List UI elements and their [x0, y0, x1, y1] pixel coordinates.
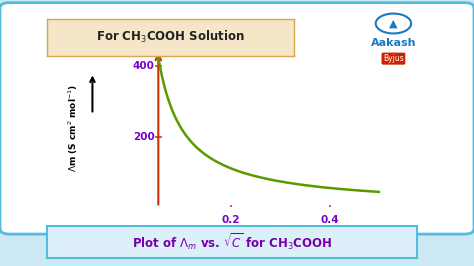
Text: 0.4: 0.4 [320, 215, 339, 225]
Text: 200: 200 [133, 132, 155, 142]
Text: Aakash: Aakash [371, 38, 416, 48]
Text: 0.2: 0.2 [222, 215, 240, 225]
Text: For CH$_3$COOH Solution: For CH$_3$COOH Solution [96, 29, 245, 45]
Text: ▲: ▲ [389, 19, 398, 28]
Text: Byjus: Byjus [383, 54, 404, 63]
Text: $\sqrt{C}$  (mol/L)$^{1/2}$  $\longrightarrow$: $\sqrt{C}$ (mol/L)$^{1/2}$ $\longrightar… [232, 225, 328, 244]
Text: $\Lambda$m (S cm$^2$ mol$^{-1}$): $\Lambda$m (S cm$^2$ mol$^{-1}$) [67, 84, 80, 172]
Text: 400: 400 [133, 61, 155, 70]
Text: Plot of $\Lambda_m$ vs. $\sqrt{C}$ for CH$_3$COOH: Plot of $\Lambda_m$ vs. $\sqrt{C}$ for C… [132, 232, 332, 252]
